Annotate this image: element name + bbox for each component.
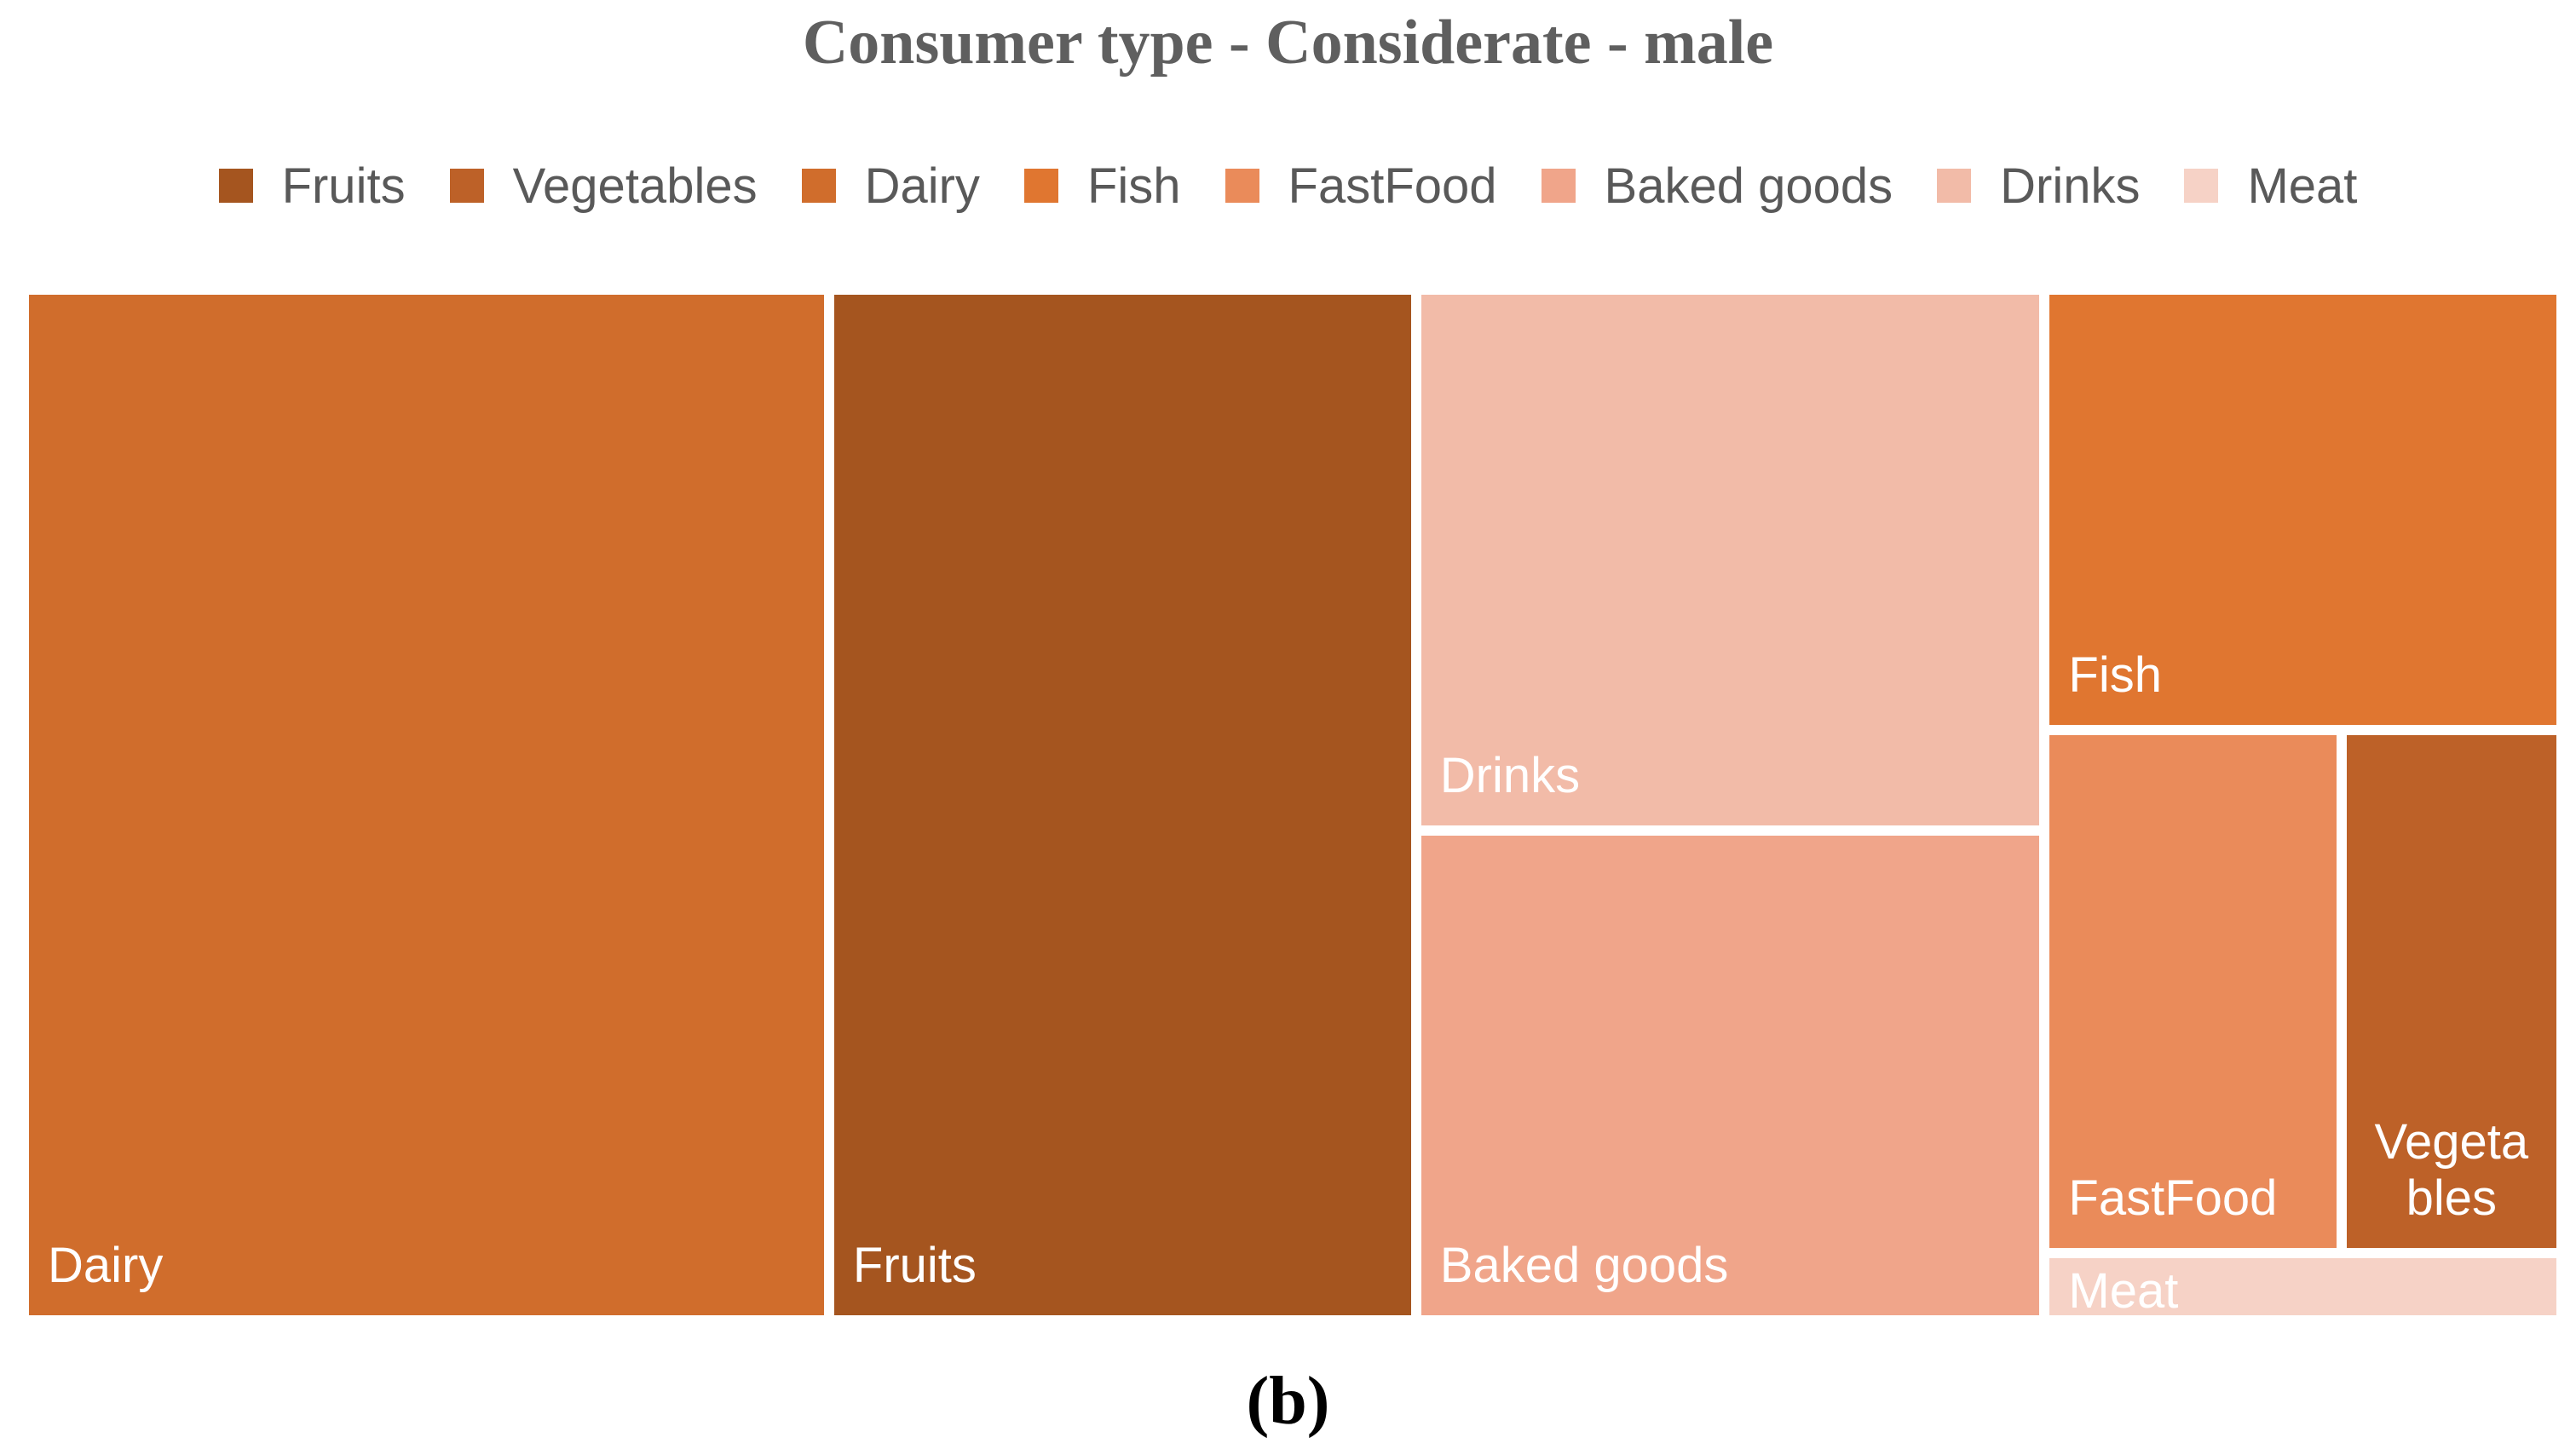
treemap-label-dairy: Dairy xyxy=(48,1238,164,1294)
treemap-tile-fish: Fish xyxy=(2049,295,2556,725)
treemap: Dairy Fruits Drinks Baked goods Fish FastFood… xyxy=(24,290,2562,1320)
subfigure-label: (b) xyxy=(1246,1364,1330,1439)
legend-swatch-fruits xyxy=(218,169,253,203)
treemap-label-fruits: Fruits xyxy=(852,1238,977,1294)
legend-label-fastfood: FastFood xyxy=(1288,158,1497,214)
legend-item-fastfood: FastFood xyxy=(1225,158,1497,215)
legend-item-baked-goods: Baked goods xyxy=(1541,158,1893,215)
legend-item-fish: Fish xyxy=(1023,158,1181,215)
chart-title: Consumer type - Considerate - male xyxy=(802,8,1774,78)
legend-swatch-drinks xyxy=(1937,169,1972,203)
legend-item-meat: Meat xyxy=(2184,158,2357,215)
treemap-label-baked-goods: Baked goods xyxy=(1439,1238,1729,1294)
treemap-tile-dairy: Dairy xyxy=(29,295,824,1315)
legend-swatch-meat xyxy=(2184,169,2219,203)
treemap-tile-meat: Meat xyxy=(2049,1257,2556,1315)
treemap-label-fastfood: FastFood xyxy=(2068,1170,2278,1227)
legend-label-fish: Fish xyxy=(1086,158,1181,214)
legend-swatch-vegetables xyxy=(449,169,484,203)
legend-item-fruits: Fruits xyxy=(218,158,406,215)
treemap-label-vegetables: Vegeta bles xyxy=(2374,1113,2529,1227)
treemap-tile-vegetables: Vegeta bles xyxy=(2346,734,2556,1248)
treemap-tile-fastfood: FastFood xyxy=(2049,734,2337,1248)
legend-swatch-fastfood xyxy=(1225,169,1259,203)
legend: Fruits Vegetables Dairy Fish FastFood Baked g… xyxy=(0,152,2576,220)
treemap-label-fish: Fish xyxy=(2068,647,2162,704)
treemap-tile-fruits: Fruits xyxy=(833,295,1411,1315)
treemap-tile-drinks: Drinks xyxy=(1421,295,2040,825)
legend-label-fruits: Fruits xyxy=(281,158,406,214)
legend-swatch-fish xyxy=(1023,169,1058,203)
legend-label-meat: Meat xyxy=(2247,158,2358,214)
legend-item-dairy: Dairy xyxy=(801,158,980,215)
treemap-tile-baked-goods: Baked goods xyxy=(1421,836,2040,1315)
treemap-label-meat: Meat xyxy=(2068,1262,2179,1315)
legend-item-drinks: Drinks xyxy=(1937,158,2140,215)
treemap-label-drinks: Drinks xyxy=(1439,748,1581,804)
legend-swatch-dairy xyxy=(801,169,836,203)
legend-label-baked-goods: Baked goods xyxy=(1604,158,1893,214)
legend-label-dairy: Dairy xyxy=(864,158,980,214)
legend-label-vegetables: Vegetables xyxy=(512,158,758,214)
legend-item-vegetables: Vegetables xyxy=(449,158,758,215)
legend-label-drinks: Drinks xyxy=(2000,158,2141,214)
legend-swatch-baked-goods xyxy=(1541,169,1576,203)
